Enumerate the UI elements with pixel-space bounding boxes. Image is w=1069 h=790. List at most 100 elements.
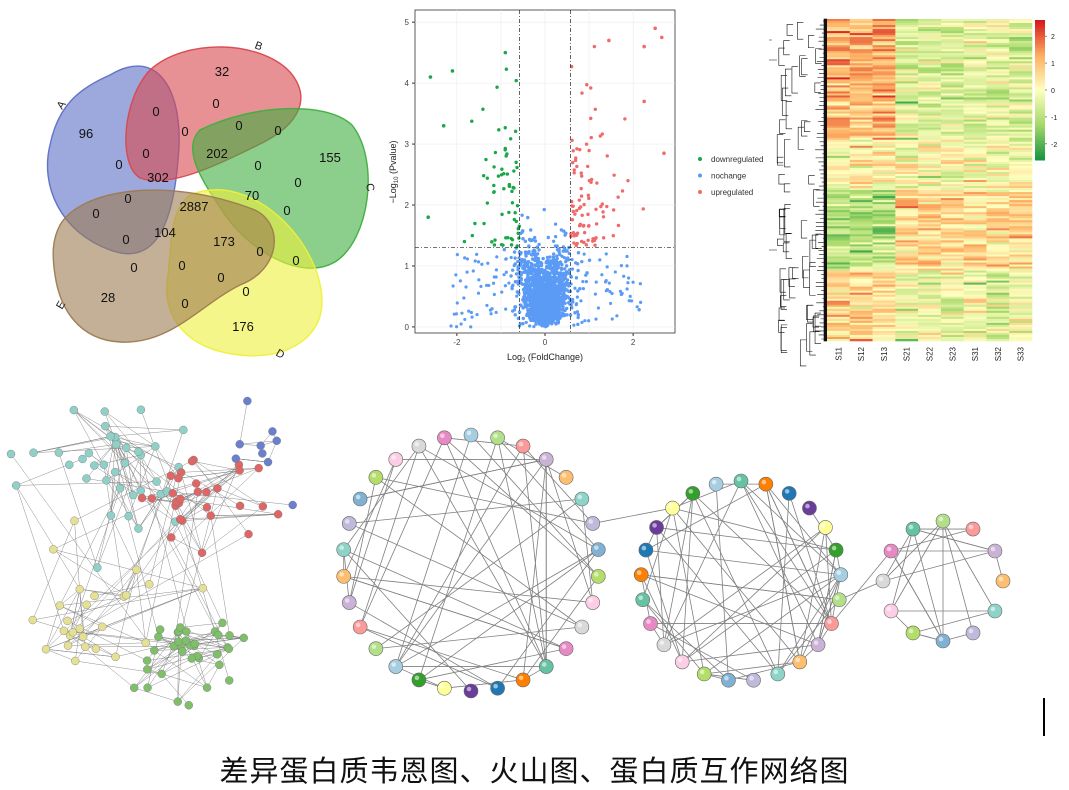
- heatmap-cell: [1009, 309, 1032, 311]
- figure-caption: 差异蛋白质韦恩图、火山图、蛋白质互作网络图: [0, 748, 1069, 790]
- volcano-point-upregulated: [612, 208, 615, 211]
- network-node-highlight: [835, 595, 840, 600]
- volcano-point-nochange: [552, 304, 555, 307]
- network-node-highlight: [814, 640, 819, 645]
- heatmap-cell: [873, 134, 896, 136]
- volcano-point-nochange: [537, 248, 540, 251]
- volcano-point-nochange: [522, 317, 525, 320]
- heatmap-cell: [941, 210, 964, 212]
- heatmap-cell: [964, 226, 987, 228]
- heatmap-cell: [850, 299, 873, 301]
- network-node: [437, 431, 451, 445]
- heatmap-cell: [986, 301, 1009, 303]
- heatmap-cell: [986, 146, 1009, 148]
- heatmap-cell: [873, 263, 896, 265]
- heatmap-cell: [850, 79, 873, 81]
- heatmap-cell: [895, 321, 918, 323]
- heatmap-cell: [918, 144, 941, 146]
- heatmap-cell: [918, 136, 941, 138]
- heatmap-cell: [1009, 120, 1032, 122]
- volcano-point-nochange: [466, 257, 469, 260]
- heatmap-cell: [941, 339, 964, 341]
- heatmap-cell: [964, 331, 987, 333]
- heatmap-cell: [850, 242, 873, 244]
- heatmap-cell: [873, 51, 896, 53]
- heatmap-cell: [918, 176, 941, 178]
- network-node: [782, 486, 796, 500]
- heatmap-cell: [895, 236, 918, 238]
- heatmap-cell: [964, 311, 987, 313]
- network-node: [697, 667, 711, 681]
- network-node: [167, 533, 175, 541]
- heatmap-cell: [873, 75, 896, 77]
- heatmap-cell: [918, 220, 941, 222]
- heatmap-cell: [1009, 275, 1032, 277]
- volcano-point-nochange: [526, 295, 529, 298]
- heatmap-cell: [986, 271, 1009, 273]
- heatmap-cell: [986, 79, 1009, 81]
- heatmap-cell: [964, 184, 987, 186]
- network-edge: [105, 426, 183, 430]
- heatmap-cell: [873, 269, 896, 271]
- heatmap-cell: [986, 313, 1009, 315]
- heatmap-cell: [850, 180, 873, 182]
- volcano-point-nochange: [615, 314, 618, 317]
- heatmap-cell: [850, 95, 873, 97]
- network-node: [259, 502, 267, 510]
- volcano-point-nochange: [530, 299, 533, 302]
- heatmap-cell: [918, 162, 941, 164]
- heatmap-cell: [941, 289, 964, 291]
- network-node: [464, 428, 478, 442]
- heatmap-cell: [873, 190, 896, 192]
- heatmap-cell: [964, 174, 987, 176]
- heatmap-cell: [986, 134, 1009, 136]
- volcano-point-nochange: [525, 321, 528, 324]
- heatmap-cell: [827, 289, 850, 291]
- heatmap-cell: [918, 337, 941, 339]
- heatmap-cell: [895, 176, 918, 178]
- heatmap-cell: [964, 45, 987, 47]
- network-edge: [943, 521, 973, 633]
- heatmap-cell: [964, 146, 987, 148]
- heatmap-cell: [827, 91, 850, 93]
- heatmap-cell: [941, 265, 964, 267]
- heatmap-cell: [986, 295, 1009, 297]
- network-node: [412, 439, 426, 453]
- heatmap-cell: [964, 166, 987, 168]
- heatmap-cell: [964, 81, 987, 83]
- heatmap-cell: [895, 134, 918, 136]
- volcano-point-nochange: [556, 285, 559, 288]
- volcano-point-upregulated: [571, 218, 574, 221]
- heatmap-cell: [941, 287, 964, 289]
- volcano-point-nochange: [477, 278, 480, 281]
- heatmap-cell: [964, 275, 987, 277]
- volcano-point-nochange: [534, 239, 537, 242]
- heatmap-cell: [850, 77, 873, 79]
- heatmap-cell: [918, 285, 941, 287]
- network-edge: [360, 627, 497, 688]
- network-node: [188, 655, 196, 663]
- volcano-point-upregulated: [642, 45, 646, 49]
- heatmap-cell: [895, 285, 918, 287]
- heatmap-cell: [1009, 69, 1032, 71]
- heatmap-cell: [918, 271, 941, 273]
- network-node: [636, 593, 650, 607]
- heatmap-cell: [941, 188, 964, 190]
- heatmap-cell: [895, 79, 918, 81]
- volcano-point-nochange: [513, 305, 516, 308]
- heatmap-cell: [850, 236, 873, 238]
- network-node: [137, 406, 145, 414]
- heatmap-cell: [827, 323, 850, 325]
- heatmap-cell: [1009, 106, 1032, 108]
- heatmap-cell: [827, 170, 850, 172]
- volcano-point-downregulated: [511, 186, 514, 189]
- network-edge: [741, 481, 831, 624]
- heatmap-cell: [986, 327, 1009, 329]
- heatmap-cell: [941, 162, 964, 164]
- heatmap-cell: [895, 21, 918, 23]
- heatmap-cell: [918, 303, 941, 305]
- volcano-point-nochange: [492, 282, 495, 285]
- volcano-point-nochange: [514, 313, 517, 316]
- network-node: [966, 626, 980, 640]
- network-node: [666, 501, 680, 515]
